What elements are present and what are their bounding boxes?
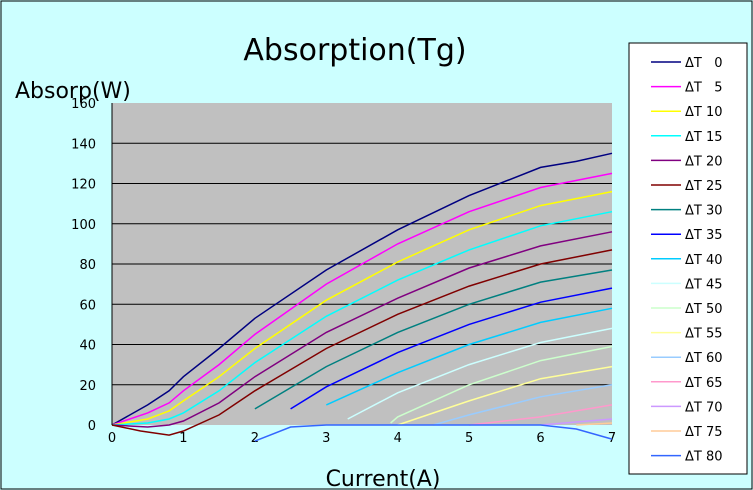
legend-label: ΔT 60 [685, 351, 723, 366]
legend-label: ΔT 55 [685, 327, 723, 342]
series-line-16 [254, 424, 613, 442]
y-axis-title: Absorp(W) [15, 79, 131, 104]
legend-label: ΔT 80 [685, 450, 723, 465]
series-line-6 [254, 269, 613, 410]
legend-label: ΔT 15 [685, 130, 723, 145]
legend-label: ΔT 35 [685, 228, 723, 243]
legend-label: ΔT 70 [685, 400, 723, 415]
series-lines [111, 152, 613, 442]
legend-label: ΔT 10 [685, 105, 723, 120]
series-line-1 [111, 172, 613, 426]
series-line-10 [390, 345, 613, 424]
series-line-11 [397, 365, 613, 426]
x-tick-label: 2 [251, 431, 259, 446]
series-line-3 [111, 210, 613, 426]
series-line-7 [290, 287, 613, 410]
series-line-9 [347, 327, 613, 420]
y-tick-label: 0 [88, 419, 96, 434]
legend-label: ΔT 0 [685, 56, 723, 71]
series-line-13 [469, 404, 613, 426]
legend-label: ΔT 5 [685, 81, 723, 96]
legend-items: ΔT 0 ΔT 5 ΔT 10 ΔT 15 ΔT 20 ΔT 25 ΔT 30 ΔT 35 ΔT… [651, 56, 723, 465]
legend-label: ΔT 65 [685, 376, 723, 391]
legend-label: ΔT 75 [685, 425, 723, 440]
y-tick-label: 40 [79, 339, 96, 354]
series-line-2 [111, 190, 613, 426]
x-axis-title: Current(A) [326, 467, 441, 490]
y-tick-label: 160 [71, 97, 96, 112]
chart-title: Absorption(Tg) [243, 33, 466, 68]
y-tick-label: 20 [79, 379, 96, 394]
series-line-12 [433, 384, 613, 426]
x-tick-label: 4 [394, 431, 402, 446]
legend-label: ΔT 45 [685, 277, 723, 292]
legend-label: ΔT 50 [685, 302, 723, 317]
series-line-4 [111, 231, 613, 428]
series-line-0 [111, 152, 613, 426]
legend [628, 42, 748, 475]
x-tick-label: 5 [465, 431, 473, 446]
series-line-14 [540, 418, 613, 426]
legend-label: ΔT 25 [685, 179, 723, 194]
y-tick-label: 120 [71, 178, 96, 193]
y-tick-label: 60 [79, 298, 96, 313]
legend-label: ΔT 40 [685, 253, 723, 268]
legend-label: ΔT 20 [685, 154, 723, 169]
y-tick-label: 80 [79, 258, 96, 273]
series-line-5 [111, 249, 613, 436]
x-tick-label: 6 [536, 431, 544, 446]
x-tick-label: 3 [322, 431, 330, 446]
y-tick-label: 100 [71, 218, 96, 233]
x-tick-label: 1 [179, 431, 187, 446]
legend-label: ΔT 30 [685, 204, 723, 219]
series-line-8 [325, 307, 613, 406]
series-line-15 [576, 422, 613, 426]
x-tick-label: 0 [108, 431, 116, 446]
y-tick-label: 140 [71, 137, 96, 152]
